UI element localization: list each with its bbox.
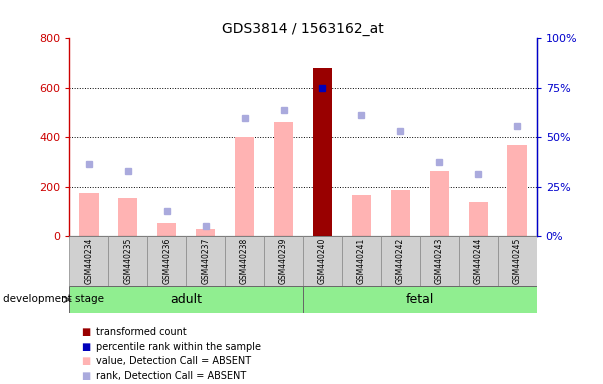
Bar <box>118 198 137 236</box>
Text: GSM440237: GSM440237 <box>201 238 210 284</box>
Text: GSM440242: GSM440242 <box>396 238 405 284</box>
Text: GSM440243: GSM440243 <box>435 238 444 284</box>
Text: GSM440234: GSM440234 <box>84 238 93 284</box>
Text: GSM440241: GSM440241 <box>357 238 366 284</box>
Text: ■: ■ <box>81 327 90 337</box>
Bar <box>391 190 410 236</box>
Text: ■: ■ <box>81 356 90 366</box>
Text: development stage: development stage <box>3 294 104 304</box>
Bar <box>79 193 98 236</box>
Text: adult: adult <box>170 293 202 306</box>
Text: GSM440238: GSM440238 <box>240 238 249 284</box>
Text: ■: ■ <box>81 371 90 381</box>
Bar <box>459 236 497 286</box>
Bar <box>225 236 264 286</box>
Bar <box>69 286 303 313</box>
Text: ■: ■ <box>81 342 90 352</box>
Title: GDS3814 / 1563162_at: GDS3814 / 1563162_at <box>222 22 384 36</box>
Bar <box>109 236 147 286</box>
Bar <box>352 195 371 236</box>
Bar <box>342 236 381 286</box>
Bar <box>186 236 225 286</box>
Bar <box>429 170 449 236</box>
Text: GSM440236: GSM440236 <box>162 238 171 284</box>
Text: GSM440245: GSM440245 <box>513 238 522 284</box>
Bar <box>235 137 254 236</box>
Bar <box>497 236 537 286</box>
Text: GSM440235: GSM440235 <box>123 238 132 284</box>
Text: GSM440240: GSM440240 <box>318 238 327 284</box>
Text: transformed count: transformed count <box>96 327 187 337</box>
Bar <box>508 145 527 236</box>
Text: GSM440239: GSM440239 <box>279 238 288 284</box>
Text: GSM440244: GSM440244 <box>474 238 483 284</box>
Bar <box>381 236 420 286</box>
Text: fetal: fetal <box>406 293 434 306</box>
Bar <box>469 202 488 236</box>
Bar <box>303 286 537 313</box>
Bar <box>147 236 186 286</box>
Bar <box>274 122 293 236</box>
Bar <box>157 223 177 236</box>
Bar <box>69 236 109 286</box>
Bar <box>264 236 303 286</box>
Bar <box>303 236 342 286</box>
Bar <box>313 68 332 236</box>
Text: rank, Detection Call = ABSENT: rank, Detection Call = ABSENT <box>96 371 247 381</box>
Bar <box>196 229 215 236</box>
Text: percentile rank within the sample: percentile rank within the sample <box>96 342 262 352</box>
Text: value, Detection Call = ABSENT: value, Detection Call = ABSENT <box>96 356 251 366</box>
Bar <box>420 236 459 286</box>
